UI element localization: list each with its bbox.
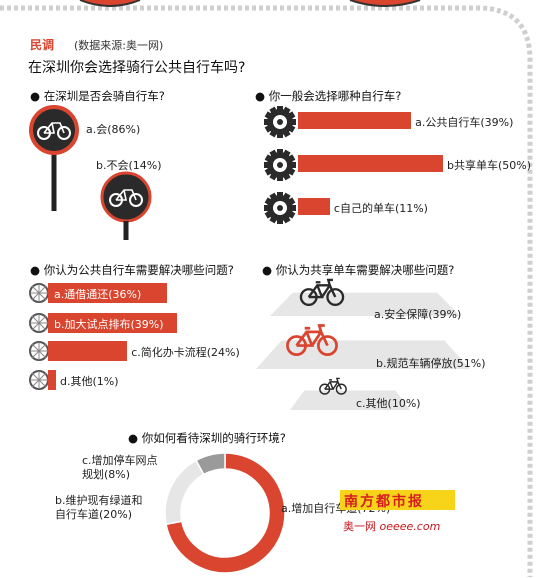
q5-donut-slice — [164, 459, 205, 526]
q4-row-label: b.规范车辆停放(51%) — [376, 357, 486, 370]
q2-bar-label: a.公共自行车(39%) — [415, 116, 514, 129]
bicycle-icon — [299, 278, 345, 307]
bicycle-icon — [286, 324, 338, 357]
q2-bar — [298, 155, 443, 172]
q2-bar — [298, 198, 330, 215]
q4-title: ● 你认为共享单车需要解决哪些问题? — [262, 263, 455, 277]
q3-bar — [48, 283, 167, 303]
q5-label-c: c.增加停车网点 规划(8%) — [82, 454, 158, 481]
q2-title: ● 你一般会选择哪种自行车? — [255, 89, 402, 103]
q2-bar-label: c自己的单车(11%) — [333, 202, 428, 215]
q3-title: ● 你认为公共自行车需要解决哪些问题? — [30, 263, 234, 277]
q2-text: 你一般会选择哪种自行车? — [268, 89, 402, 103]
wheel-icon — [29, 370, 49, 390]
newspaper-logo: 南方都市报 — [344, 494, 424, 510]
q5-title: ● 你如何看待深圳的骑行环境? — [128, 431, 286, 445]
no-riding-sign-large-icon — [29, 105, 79, 211]
q3-bar — [48, 341, 128, 361]
chainring-icon — [264, 106, 296, 138]
q5-donut-slice — [195, 452, 226, 476]
q1-label-b: b.不会(14%) — [96, 159, 162, 172]
site-label: 奥一网 — [343, 520, 376, 533]
site-url: oeeee.com — [379, 520, 441, 533]
wheel-icon — [29, 341, 49, 361]
newspaper-logo-box — [340, 490, 455, 510]
q3-bar-label: c.简化办卡流程(24%) — [131, 346, 240, 359]
page-title: 在深圳你会选择骑行公共自行车吗? — [28, 60, 246, 76]
q4-trapezoid — [290, 390, 410, 410]
q3-bar — [48, 370, 56, 390]
wheel-icon — [29, 283, 49, 303]
q5-label-b: b.维护现有绿道和 自行车道(20%) — [55, 494, 143, 521]
q1-text: 在深圳是否会骑自行车? — [43, 89, 165, 103]
q2-bar-label: b共享单车(50%) — [447, 159, 532, 172]
chainring-icon — [264, 149, 296, 181]
q4-row-label: a.安全保障(39%) — [374, 308, 462, 321]
q5-donut-chart — [164, 452, 286, 574]
site-name: 奥一网 oeeee.com — [343, 518, 440, 534]
q1-label-a: a.会(86%) — [86, 123, 141, 136]
q4-row-label: c.其他(10%) — [356, 397, 421, 410]
q5-text: 你如何看待深圳的骑行环境? — [141, 431, 286, 445]
q3-text: 你认为公共自行车需要解决哪些问题? — [43, 263, 234, 277]
bicycle-icon — [319, 377, 347, 395]
q4-text: 你认为共享单车需要解决哪些问题? — [275, 263, 455, 277]
q3-bar — [48, 313, 177, 333]
q4-trapezoid — [256, 340, 470, 369]
q3-bar-label: d.其他(1%) — [60, 375, 119, 388]
q2-bar — [298, 112, 412, 129]
data-source: (数据来源:奥一网) — [74, 39, 164, 52]
chainring-icon — [264, 192, 296, 224]
no-riding-sign-small-icon — [100, 171, 152, 240]
q3-bar-label: b.加大试点排布(39%) — [54, 318, 164, 331]
q5-donut-slice — [165, 452, 286, 574]
section-tag: 民调 — [30, 38, 55, 52]
q3-bar-label: a.通借通还(36%) — [54, 288, 142, 301]
wheel-icon — [29, 313, 49, 333]
q1-title: ● 在深圳是否会骑自行车? — [30, 89, 165, 103]
